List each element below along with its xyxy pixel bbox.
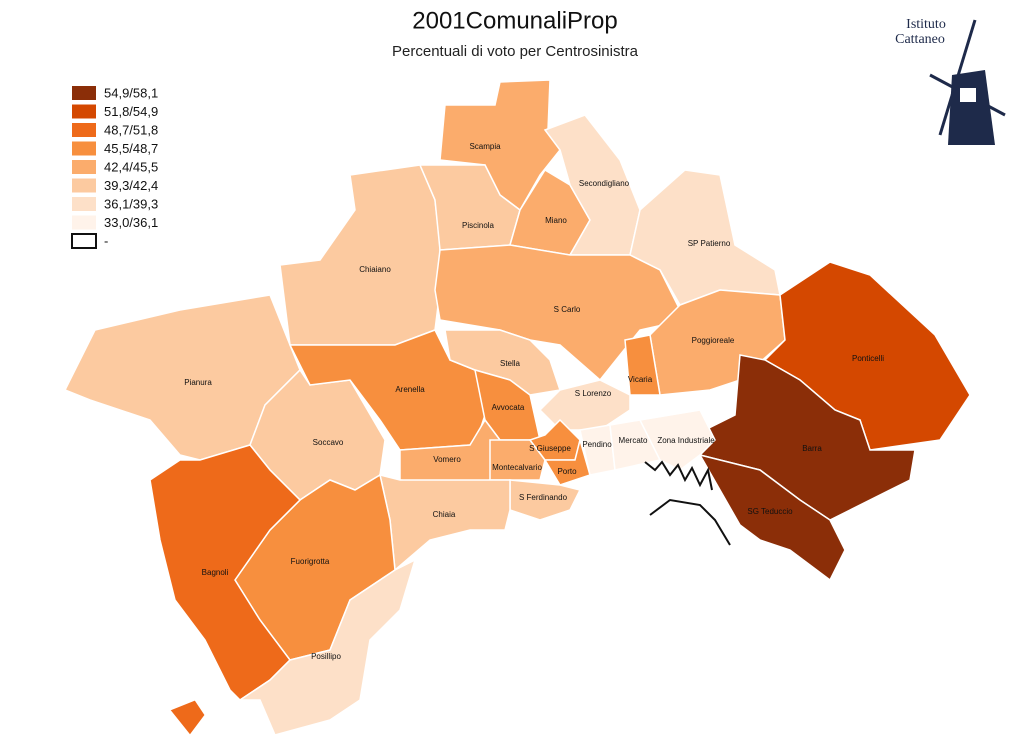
district-label: S Giuseppe [529,444,571,453]
logo-window [960,88,976,102]
district-area [149,444,302,701]
district-area [638,409,716,471]
legend-swatch [72,86,96,100]
district-area [489,439,546,481]
legend-swatch [72,104,96,119]
district-area [543,437,591,486]
legend-label: 45,5/48,7 [104,141,158,156]
district-area [434,244,687,382]
legend-label: 42,4/45,5 [104,159,158,174]
district-label: Miano [545,216,567,225]
district-label: Posillipo [311,652,341,661]
legend-swatch [72,160,96,174]
legend-swatch [71,233,97,249]
district-label: Vomero [433,455,461,464]
legend-label: 36,1/39,3 [104,196,158,211]
district-area [237,558,417,736]
legend-swatch [72,178,96,193]
legend-swatch [72,123,96,137]
district-label: Chiaia [433,510,456,519]
legend-swatch [72,215,96,230]
district-label: Ponticelli [852,354,884,363]
district-label: Secondigliano [579,179,630,188]
district-label: Bagnoli [202,568,229,577]
district-label: Soccavo [313,438,344,447]
district-area [624,334,661,396]
district-label: Barra [802,444,822,453]
logo-windmill [948,70,995,145]
district-label: Porto [557,467,577,476]
port-piers [644,460,713,491]
legend-label: - [104,233,108,248]
district-label: Avvocata [492,403,525,412]
legend-swatch [72,197,96,211]
district-label: Pendino [582,440,612,449]
logo-text: Cattaneo [895,32,945,47]
map-subtitle: Percentuali di voto per Centrosinistra [392,43,639,60]
district-label: Fuorigrotta [291,557,330,566]
legend-label: 51,8/54,9 [104,104,158,119]
district-label: Poggioreale [692,336,735,345]
district-label: Chiaiano [359,265,391,274]
district-area [379,473,511,572]
logo: Istituto Cattaneo [895,17,1006,145]
district-label: S Lorenzo [575,389,612,398]
legend-swatch [72,141,96,156]
district-label: Stella [500,359,521,368]
legend-label: 33,0/36,1 [104,215,158,230]
district-label: Arenella [395,385,425,394]
port-breakwater [649,498,731,546]
district-label: Mercato [619,436,648,445]
district-area [698,453,846,582]
district-label: Zona Industriale [657,436,715,445]
district-area [538,379,631,431]
district-label: SP Patierno [688,239,731,248]
logo-text: Istituto [906,17,946,32]
district-label: Scampia [469,142,501,151]
district-label: Montecalvario [492,463,542,472]
district-label: S Carlo [554,305,581,314]
district-label: SG Teduccio [747,507,793,516]
island [169,699,206,736]
legend-label: 39,3/42,4 [104,178,158,193]
map-title: 2001ComunaliProp [412,7,617,34]
district-area [279,164,441,346]
legend-label: 48,7/51,8 [104,122,158,137]
district-label: Piscinola [462,221,495,230]
district-label: Vicaria [628,375,653,384]
districts: Scampia Chiaiano Piscinola Miano Secondiglia… [63,79,971,736]
legend: 54,9/58,1 51,8/54,9 48,7/51,8 45,5/48,7 42,4… [71,85,158,249]
logo-blade [938,19,977,136]
legend-label: 54,9/58,1 [104,85,158,100]
district-label: S Ferdinando [519,493,568,502]
district-label: Pianura [184,378,212,387]
